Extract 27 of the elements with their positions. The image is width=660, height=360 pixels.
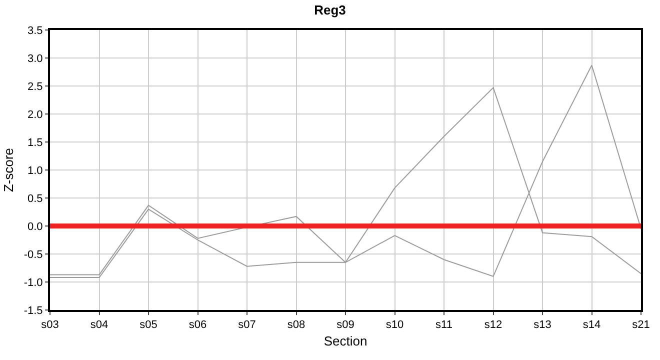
y-tick-label: -1.5 — [24, 304, 43, 317]
y-axis-title: Z-score — [1, 148, 16, 192]
x-tick-label: s04 — [90, 319, 108, 332]
y-tick-label: 1.5 — [28, 136, 43, 149]
x-tick-label: s09 — [336, 319, 354, 332]
x-tick-label: s10 — [386, 319, 404, 332]
x-tick-label: s06 — [188, 319, 207, 332]
y-tick-label: 0.0 — [28, 220, 43, 233]
y-tick-label: 3.0 — [28, 52, 43, 65]
x-tick-label: s13 — [534, 319, 552, 332]
x-tick-label: s05 — [140, 319, 158, 332]
chart-title: Reg3 — [314, 2, 346, 18]
y-tick-label: -1.0 — [24, 276, 43, 289]
x-tick-label: s03 — [41, 319, 59, 332]
x-axis-title: Section — [324, 333, 368, 348]
y-tick-label: 2.5 — [28, 80, 43, 93]
x-tick-label: s11 — [436, 319, 452, 332]
y-tick-label: 0.5 — [28, 192, 43, 205]
x-tick-label: s21 — [632, 319, 650, 332]
x-tick-label: s07 — [238, 319, 256, 332]
x-tick-label: s12 — [484, 319, 502, 332]
y-tick-label: 3.5 — [28, 24, 43, 37]
y-tick-label: 2.0 — [28, 108, 43, 121]
x-tick-label: s14 — [582, 319, 601, 332]
y-tick-label: -0.5 — [24, 248, 43, 261]
y-tick-label: 1.0 — [28, 164, 43, 177]
x-tick-label: s08 — [287, 319, 306, 332]
